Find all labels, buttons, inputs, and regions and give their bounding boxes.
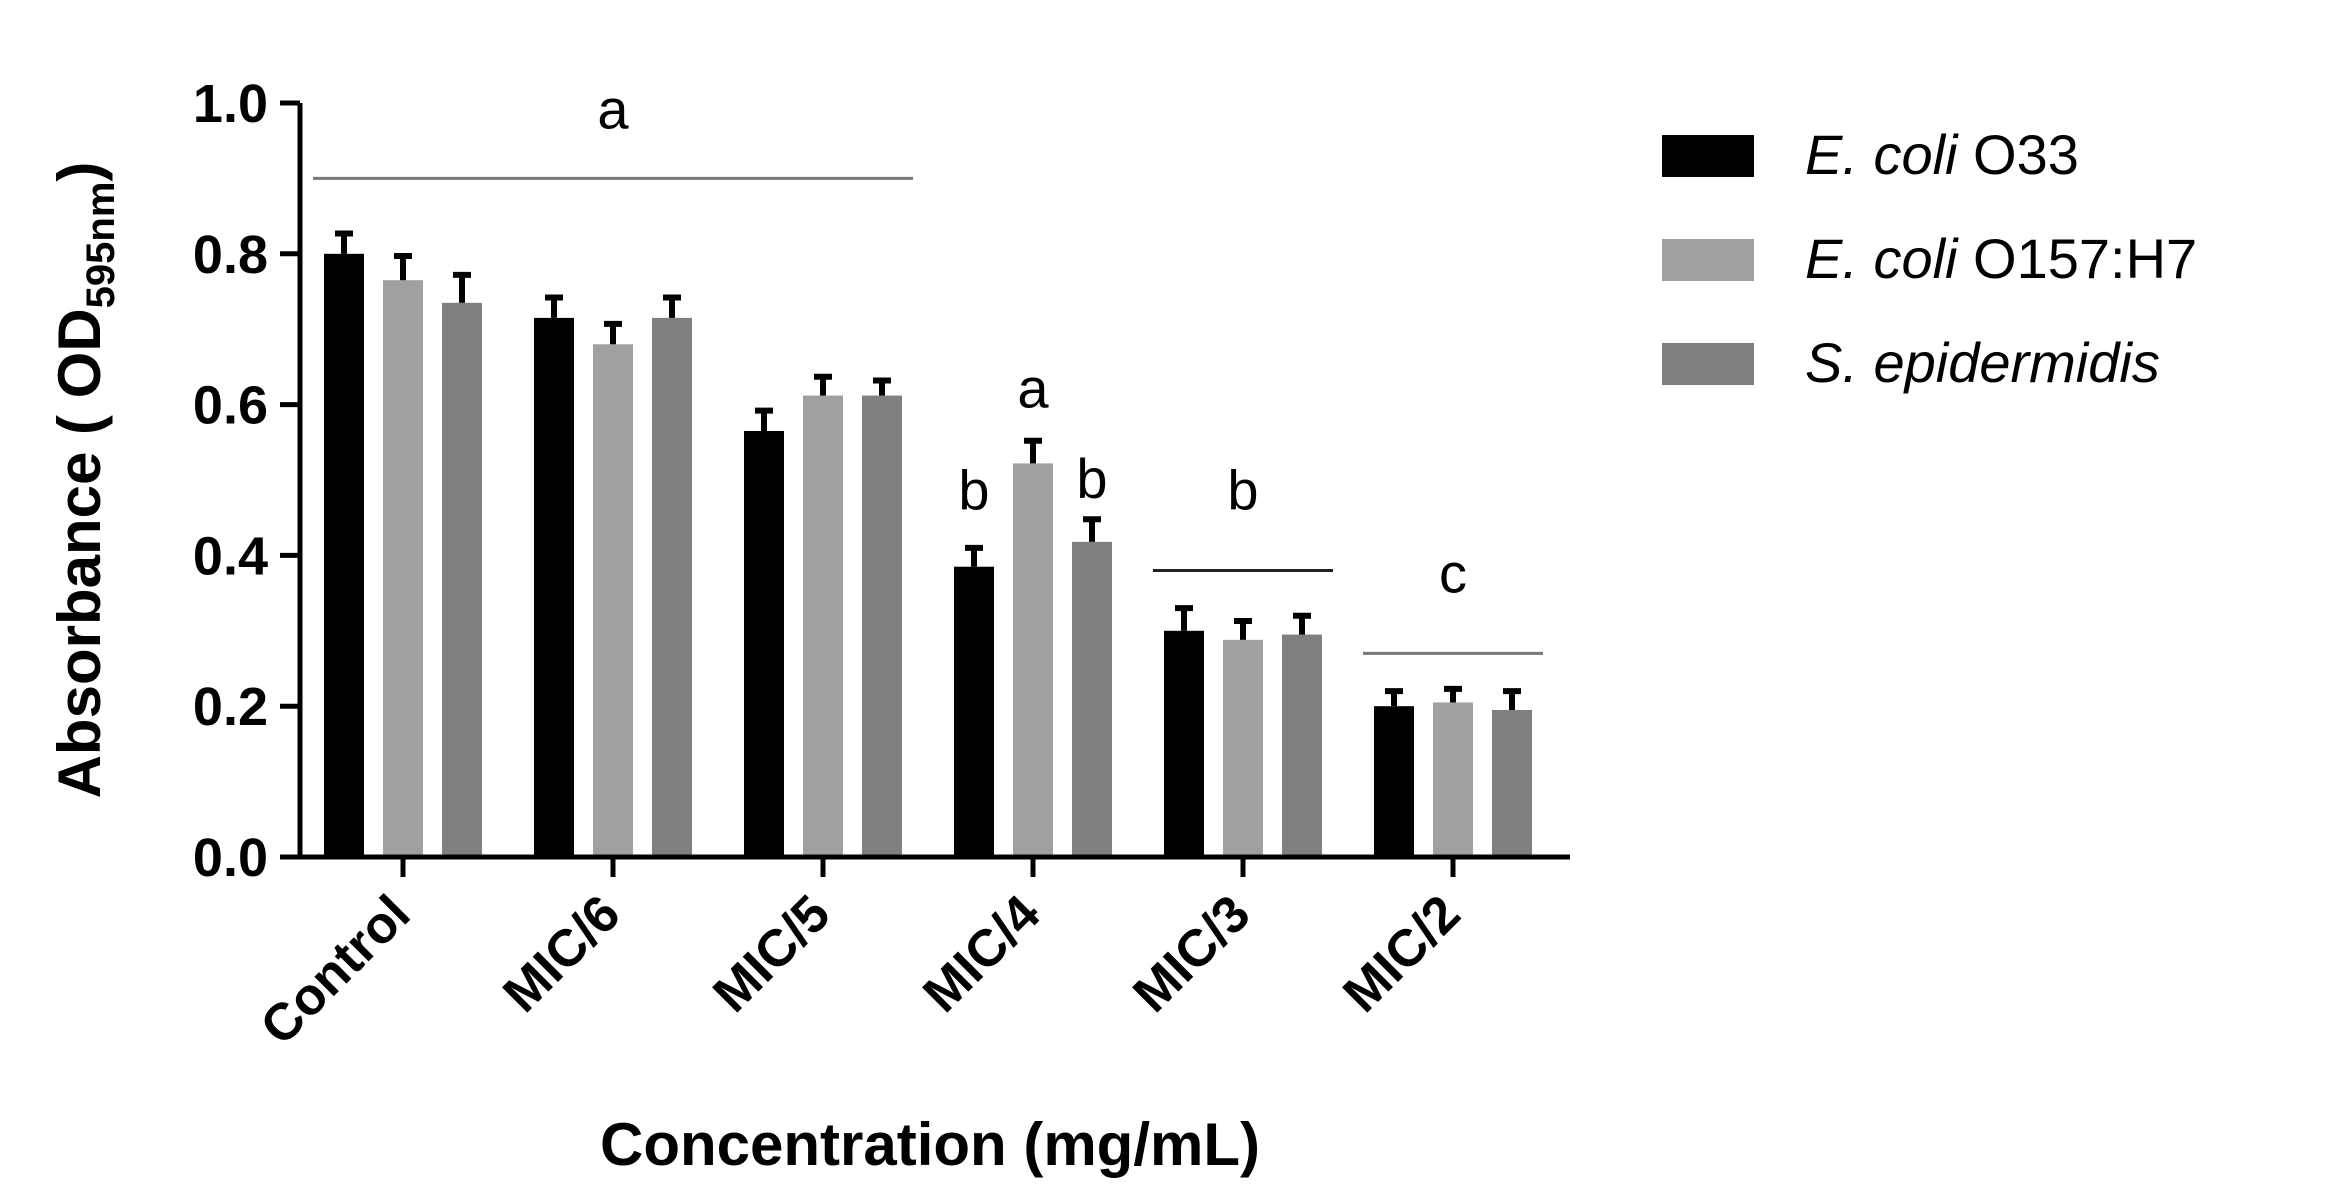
bar-series0-mic3: [1164, 630, 1204, 857]
y-axis-title-suffix: ): [46, 162, 113, 182]
y-tick-label: 1.0: [193, 74, 268, 134]
bar-series1-mic3: [1223, 639, 1263, 857]
x-tick-label: MIC/5: [702, 884, 841, 1023]
legend-label: E. coli O157:H7: [1805, 227, 2197, 290]
bar-series1-mic4: [1013, 463, 1053, 857]
bar-series2-mic3: [1282, 634, 1322, 857]
error-bars-layer: [335, 230, 1521, 710]
bar-series2-control: [442, 302, 482, 857]
x-axis-title: Concentration (mg/mL): [600, 1111, 1260, 1178]
bar-series1-control: [383, 280, 423, 857]
bar-series0-mic5: [744, 430, 784, 857]
legend-label-italic: E. coli: [1805, 123, 1959, 186]
y-axis-title: Absorbance ( OD595nm): [46, 162, 123, 799]
bar-series1-mic2: [1433, 702, 1473, 857]
legend-label-strain: O33: [1958, 123, 2079, 186]
legend-label-strain: O157:H7: [1958, 227, 2198, 290]
significance-letter: b: [958, 458, 989, 521]
significance-letter: a: [1017, 357, 1049, 420]
significance-letter: b: [1076, 447, 1107, 510]
bar-series1-mic5: [803, 395, 843, 857]
significance-letter: c: [1439, 541, 1467, 604]
y-axis-title-main: Absorbance ( OD: [46, 308, 113, 798]
x-tick-label: MIC/3: [1122, 884, 1261, 1023]
y-axis-title-subscript: 595nm: [79, 182, 123, 309]
bar-series2-mic4: [1072, 541, 1112, 857]
x-tick-label: MIC/4: [912, 884, 1051, 1023]
bar-series2-mic6: [652, 317, 692, 857]
bar-series2-mic2: [1492, 709, 1532, 857]
y-tick-label: 0.6: [193, 376, 268, 436]
bar-series0-mic2: [1374, 706, 1414, 857]
significance-letter: b: [1227, 458, 1258, 521]
legend-label-italic: E. coli: [1805, 227, 1959, 290]
x-tick-label: MIC/6: [492, 884, 631, 1023]
legend-label: S. epidermidis: [1805, 331, 2160, 394]
legend-swatch: [1662, 135, 1754, 177]
bar-series2-mic5: [862, 395, 902, 857]
bar-series1-mic6: [593, 344, 633, 857]
legend-swatch: [1662, 343, 1754, 385]
y-tick-label: 0.0: [193, 828, 268, 888]
x-tick-label: Control: [250, 884, 422, 1056]
bars-layer: [324, 253, 1532, 858]
legend-label: E. coli O33: [1805, 123, 2079, 186]
significance-letter: a: [597, 78, 629, 141]
y-tick-label: 0.8: [193, 225, 268, 285]
bar-series0-control: [324, 253, 364, 858]
bar-series0-mic4: [954, 566, 994, 857]
legend-label-italic: S. epidermidis: [1805, 331, 2160, 394]
y-tick-label: 0.4: [193, 526, 268, 586]
x-tick-label: MIC/2: [1332, 884, 1471, 1023]
y-tick-label: 0.2: [193, 677, 268, 737]
legend-swatch: [1662, 239, 1754, 281]
bar-series0-mic6: [534, 317, 574, 857]
